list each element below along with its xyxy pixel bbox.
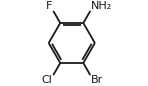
Text: NH₂: NH₂ xyxy=(91,1,112,11)
Text: F: F xyxy=(46,1,53,11)
Text: Cl: Cl xyxy=(42,75,53,85)
Text: Br: Br xyxy=(91,75,103,85)
